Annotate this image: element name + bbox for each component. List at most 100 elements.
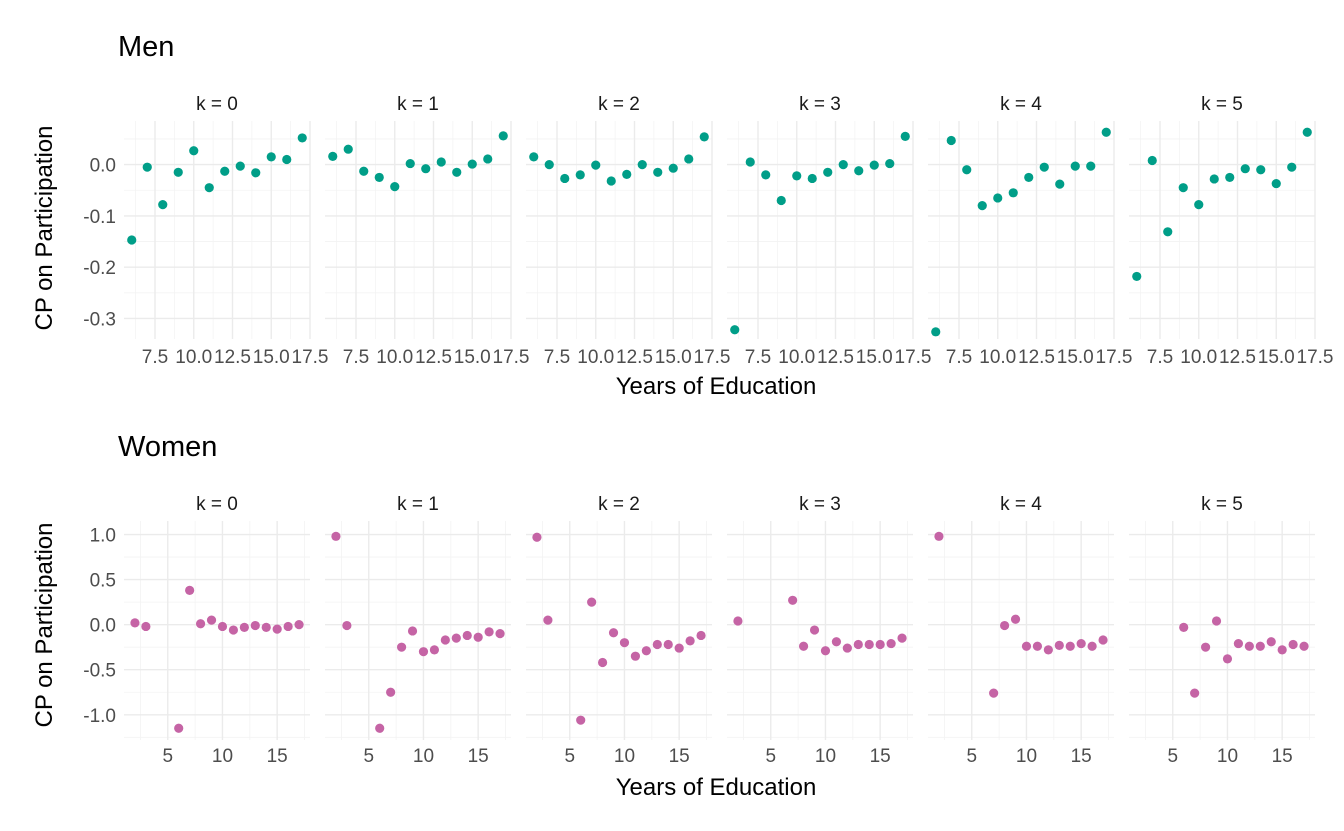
data-point xyxy=(462,630,472,641)
men-x-tick-label: 7.5 xyxy=(946,347,972,368)
data-point xyxy=(1024,172,1034,183)
women-y-tick-label: 0.5 xyxy=(90,571,116,592)
data-point xyxy=(359,166,369,176)
men-x-tick-label: 7.5 xyxy=(142,347,168,368)
data-point xyxy=(1178,183,1188,193)
data-point xyxy=(174,723,184,733)
data-point xyxy=(452,167,462,177)
women-x-tick-label: 5 xyxy=(564,746,575,767)
data-point xyxy=(1200,642,1211,652)
women-x-tick-label: 15 xyxy=(267,746,288,767)
data-point xyxy=(239,622,249,632)
data-point xyxy=(1087,641,1097,651)
data-point xyxy=(934,531,944,541)
men-y-tick-label: 0.0 xyxy=(90,156,116,177)
data-point xyxy=(250,620,260,631)
women-x-tick-label: 5 xyxy=(363,746,374,767)
data-point xyxy=(653,167,663,177)
men-x-tick-label: 7.5 xyxy=(1147,347,1173,368)
data-point xyxy=(619,638,630,648)
data-point xyxy=(343,144,353,154)
men-x-tick-label: 12.5 xyxy=(817,347,854,368)
data-point xyxy=(962,165,972,175)
men-x-tick-label: 7.5 xyxy=(544,347,570,368)
facet-strip-label: k = 5 xyxy=(1201,494,1243,515)
data-point xyxy=(684,154,694,164)
data-point xyxy=(1098,635,1108,645)
facet-strip-label: k = 2 xyxy=(598,494,640,515)
men-x-tick-label: 17.5 xyxy=(1297,347,1334,368)
facet-strip-label: k = 4 xyxy=(1000,494,1042,515)
facet-strip-label: k = 4 xyxy=(1000,94,1042,115)
data-point xyxy=(1070,161,1080,171)
facet-strip-label: k = 0 xyxy=(196,94,238,115)
data-point xyxy=(575,170,585,180)
men-x-tick-label: 15.0 xyxy=(454,347,491,368)
men-facet-k0: k = 0 7.5 10.0 12.5 15.0 17.5 xyxy=(124,94,328,368)
data-point xyxy=(127,235,137,245)
data-point xyxy=(1225,172,1235,183)
data-point xyxy=(641,646,651,656)
data-point xyxy=(1086,161,1096,171)
women-facet-k0: k = 0 5 10 15 xyxy=(124,494,310,767)
women-x-tick-label: 10 xyxy=(212,746,233,767)
data-point xyxy=(820,646,831,656)
data-point xyxy=(418,647,429,657)
data-point xyxy=(436,157,446,167)
data-point xyxy=(652,639,662,650)
women-x-tick-label: 15 xyxy=(870,746,891,767)
men-x-tick-label: 15.0 xyxy=(655,347,692,368)
women-y-tick-label: -1.0 xyxy=(83,706,116,727)
data-point xyxy=(375,723,385,733)
men-x-tick-label: 12.5 xyxy=(1018,347,1055,368)
data-point xyxy=(869,160,879,170)
data-point xyxy=(637,160,647,170)
data-point xyxy=(823,167,833,177)
men-x-tick-label: 10.0 xyxy=(979,347,1016,368)
men-x-tick-label: 10.0 xyxy=(778,347,815,368)
data-point xyxy=(885,158,895,169)
data-point xyxy=(630,651,641,661)
men-y-tick-label: -0.2 xyxy=(83,258,116,279)
women-chart: Women CP on Participation Years of Educa… xyxy=(31,431,1315,801)
data-point xyxy=(1266,637,1276,647)
men-x-axis-label: Years of Education xyxy=(616,373,817,400)
men-facet-k3: k = 3 7.5 10.0 12.5 15.0 17.5 xyxy=(727,94,931,368)
men-x-tick-label: 7.5 xyxy=(745,347,771,368)
data-point xyxy=(931,327,941,337)
women-x-tick-label: 10 xyxy=(614,746,635,767)
data-point xyxy=(342,620,352,631)
men-x-tick-label: 15.0 xyxy=(1057,347,1094,368)
facet-strip-label: k = 5 xyxy=(1201,94,1243,115)
data-point xyxy=(989,688,999,698)
data-point xyxy=(1043,645,1053,655)
data-point xyxy=(467,159,477,169)
men-x-tick-label: 12.5 xyxy=(415,347,452,368)
data-point xyxy=(1179,622,1189,632)
women-x-tick-label: 10 xyxy=(815,746,836,767)
data-point xyxy=(283,621,293,632)
data-point xyxy=(331,531,341,541)
data-point xyxy=(1233,638,1244,649)
data-point xyxy=(204,183,214,193)
data-point xyxy=(591,160,601,170)
men-x-tick-label: 17.5 xyxy=(292,347,329,368)
women-x-tick-label: 10 xyxy=(1016,746,1037,767)
data-point xyxy=(776,195,786,206)
data-point xyxy=(543,615,553,625)
men-x-tick-label: 15.0 xyxy=(1258,347,1295,368)
data-point xyxy=(173,167,183,177)
data-point xyxy=(842,643,852,653)
men-facet-k4: k = 4 7.5 10.0 12.5 15.0 17.5 xyxy=(928,94,1132,368)
data-point xyxy=(730,325,740,335)
facet-strip-label: k = 0 xyxy=(196,494,238,515)
men-y-axis-label: CP on Participation xyxy=(31,125,58,330)
data-point xyxy=(498,131,508,141)
data-point xyxy=(130,618,140,628)
men-x-tick-label: 15.0 xyxy=(253,347,290,368)
data-point xyxy=(1244,641,1254,651)
data-point xyxy=(1101,127,1111,137)
data-point xyxy=(405,158,415,169)
women-x-tick-label: 15 xyxy=(1272,746,1293,767)
data-point xyxy=(1010,614,1021,624)
